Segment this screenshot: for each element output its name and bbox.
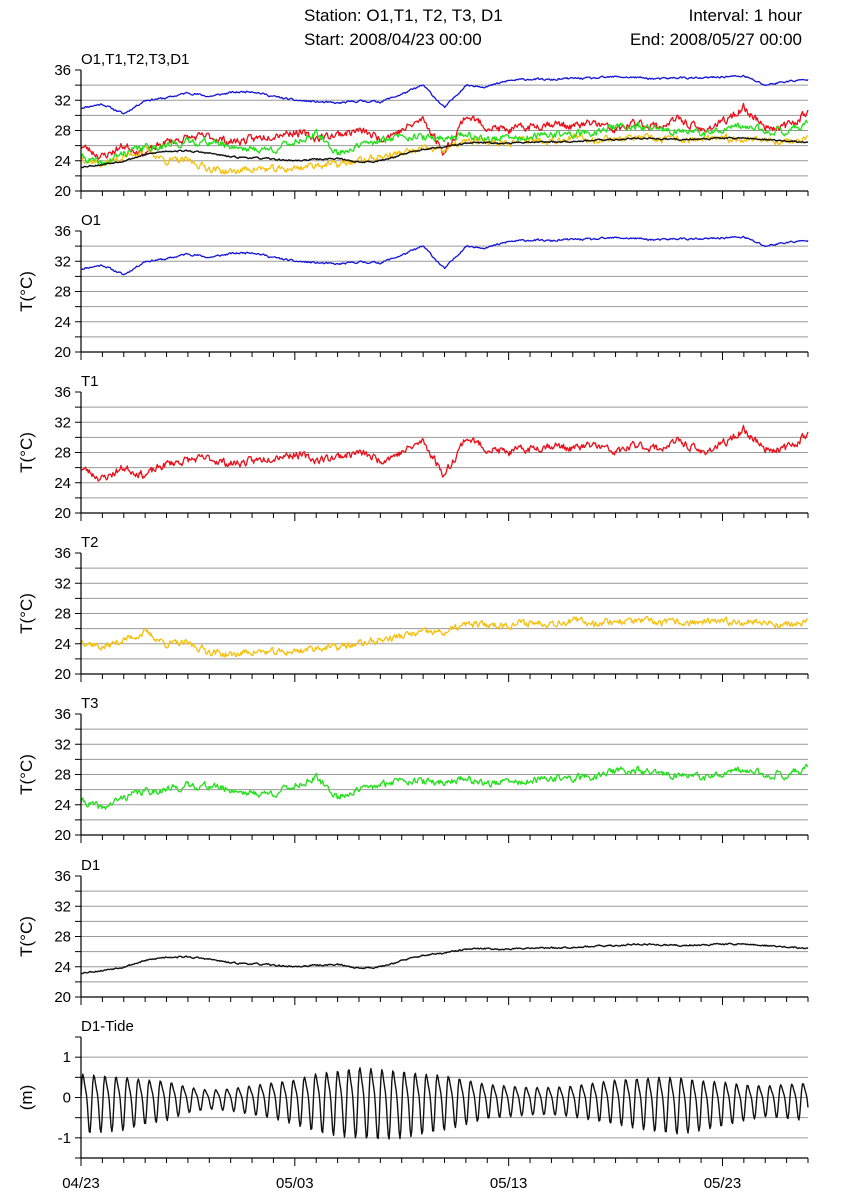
series-line-d1 — [80, 136, 809, 169]
panel-t2: T2 20 24 28 32 36 T(°C) — [17, 534, 809, 683]
y-tick-label: 32 — [54, 92, 71, 109]
panel-title: O1 — [81, 212, 101, 229]
y-tick-label: 24 — [54, 636, 71, 653]
series-line-t3 — [80, 119, 809, 166]
interval-label: Interval: 1 hour — [688, 6, 802, 25]
panel-o1: O1 20 24 28 32 36 T(°C) — [17, 212, 809, 361]
y-tick-label: 32 — [54, 898, 71, 915]
y-tick-label: 28 — [54, 606, 71, 623]
x-tick-label: 05/13 — [490, 1175, 528, 1192]
y-tick-label: 20 — [54, 989, 71, 1006]
y-axis-label: T(°C) — [17, 593, 36, 634]
y-axis-label: T(°C) — [17, 271, 36, 312]
y-tick-label: 20 — [54, 505, 71, 522]
y-axis-label: T(°C) — [17, 754, 36, 795]
y-tick-label: 36 — [54, 545, 71, 562]
y-tick-label: 36 — [54, 706, 71, 723]
panel-o1-t1-t2-t3-d1: O1,T1,T2,T3,D1 20 24 28 32 36 — [54, 51, 809, 200]
y-tick-label: 36 — [54, 868, 71, 885]
panel-title: T1 — [81, 373, 99, 390]
panel-title: T2 — [81, 534, 99, 551]
y-tick-label: 24 — [54, 959, 71, 976]
y-tick-label: 20 — [54, 827, 71, 844]
series-line-d1-tide — [80, 1067, 809, 1140]
series-line-t1 — [80, 424, 809, 482]
y-tick-label: 28 — [54, 123, 71, 140]
y-tick-label: 20 — [54, 183, 71, 200]
x-tick-label: 04/23 — [62, 1175, 100, 1192]
y-tick-label: 28 — [54, 767, 71, 784]
y-tick-label: 32 — [54, 253, 71, 270]
series-line-t2 — [80, 615, 809, 658]
x-tick-label: 05/03 — [276, 1175, 314, 1192]
y-tick-label: 36 — [54, 384, 71, 401]
series-line-o1 — [81, 235, 809, 276]
y-tick-label: 24 — [54, 797, 71, 814]
y-tick-label: 32 — [54, 736, 71, 753]
y-tick-label: 36 — [54, 223, 71, 240]
panel-t1: T1 20 24 28 32 36 T(°C) — [17, 373, 809, 522]
y-tick-label: 1 — [63, 1049, 71, 1066]
station-label: Station: O1,T1, T2, T3, D1 — [304, 6, 503, 25]
start-label: Start: 2008/04/23 00:00 — [304, 30, 482, 49]
x-tick-label: 05/23 — [704, 1175, 742, 1192]
series-line-t3 — [80, 763, 809, 810]
series-line-d1 — [80, 942, 809, 975]
series-line-t2 — [80, 132, 809, 175]
end-label: End: 2008/05/27 00:00 — [629, 30, 802, 49]
panel-title: O1,T1,T2,T3,D1 — [81, 51, 189, 68]
y-tick-label: 28 — [54, 284, 71, 301]
y-tick-label: 32 — [54, 414, 71, 431]
chart-header: Station: O1,T1, T2, T3, D1 Start: 2008/0… — [0, 0, 848, 60]
y-tick-label: 0 — [63, 1090, 71, 1107]
series-line-o1 — [81, 74, 809, 115]
y-tick-label: 36 — [54, 62, 71, 79]
panel-t3: T3 20 24 28 32 36 T(°C) — [17, 695, 809, 844]
y-tick-label: 28 — [54, 445, 71, 462]
y-axis-label: T(°C) — [17, 432, 36, 473]
panel-title: D1 — [81, 857, 100, 874]
y-axis-label: T(°C) — [17, 916, 36, 957]
y-tick-label: 24 — [54, 314, 71, 331]
y-tick-label: 24 — [54, 153, 71, 170]
y-tick-label: 28 — [54, 929, 71, 946]
y-axis-label: (m) — [17, 1085, 36, 1110]
panel-d1: D1 20 24 28 32 36 T(°C) — [17, 857, 809, 1006]
panel-title: D1-Tide — [81, 1018, 134, 1035]
panel-title: T3 — [81, 695, 99, 712]
y-tick-label: 32 — [54, 575, 71, 592]
y-tick-label: 20 — [54, 344, 71, 361]
y-tick-label: -1 — [58, 1130, 71, 1147]
y-tick-label: 24 — [54, 475, 71, 492]
panel-d1-tide: D1-Tide -1 0 1 (m) — [17, 1018, 809, 1166]
y-tick-label: 20 — [54, 666, 71, 683]
